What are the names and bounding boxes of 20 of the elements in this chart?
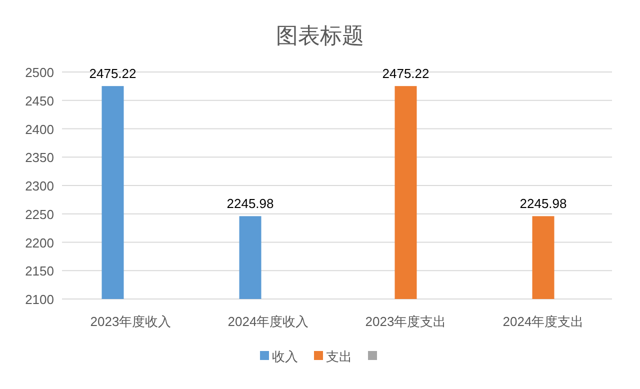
y-tick-label: 2100 — [25, 292, 54, 307]
y-tick-label: 2450 — [25, 93, 54, 108]
legend-label: 收入 — [272, 349, 298, 364]
y-tick-label: 2400 — [25, 122, 54, 137]
data-label: 2245.98 — [520, 196, 567, 212]
x-tick-label: 2023年度支出 — [365, 314, 446, 329]
x-tick-label: 2024年度收入 — [228, 314, 309, 329]
y-tick-label: 2300 — [25, 178, 54, 194]
y-tick-label: 2350 — [25, 150, 54, 166]
x-tick-label: 2023年度收入 — [90, 314, 172, 329]
data-label: 2475.22 — [89, 66, 136, 82]
chart-title: 图表标题 — [276, 23, 364, 48]
y-tick-label: 2500 — [25, 65, 54, 80]
y-tick-label: 2250 — [25, 206, 54, 222]
legend-label: 支出 — [326, 349, 352, 364]
data-label: 2245.98 — [226, 196, 274, 212]
y-tick-label: 2200 — [25, 235, 54, 250]
x-tick-label: 2024年度支出 — [502, 314, 584, 329]
data-label: 2475.22 — [382, 66, 430, 82]
y-tick-label: 2150 — [25, 264, 54, 279]
